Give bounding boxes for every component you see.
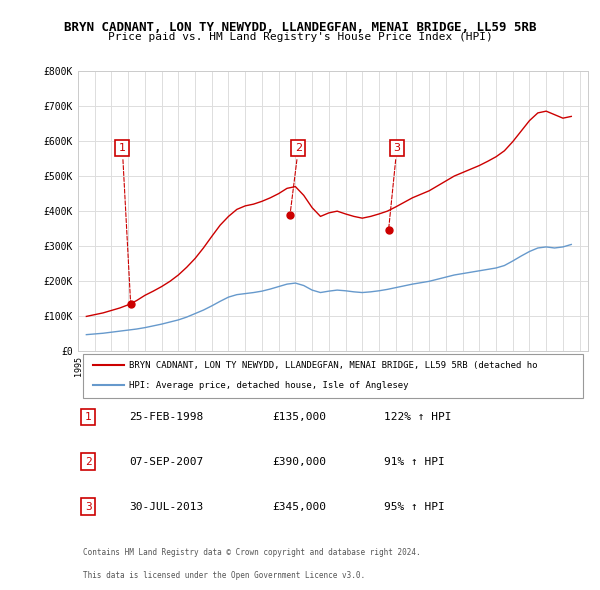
- Text: £135,000: £135,000: [272, 412, 326, 422]
- Text: 2: 2: [290, 143, 302, 212]
- Text: BRYN CADNANT, LON TY NEWYDD, LLANDEGFAN, MENAI BRIDGE, LL59 5RB (detached ho: BRYN CADNANT, LON TY NEWYDD, LLANDEGFAN,…: [129, 360, 538, 369]
- Text: 122% ↑ HPI: 122% ↑ HPI: [384, 412, 452, 422]
- Text: This data is licensed under the Open Government Licence v3.0.: This data is licensed under the Open Gov…: [83, 571, 365, 579]
- Text: Contains HM Land Registry data © Crown copyright and database right 2024.: Contains HM Land Registry data © Crown c…: [83, 548, 421, 557]
- Text: 30-JUL-2013: 30-JUL-2013: [129, 502, 203, 512]
- Text: 07-SEP-2007: 07-SEP-2007: [129, 457, 203, 467]
- Text: 1: 1: [85, 412, 92, 422]
- Text: 1: 1: [119, 143, 131, 301]
- Text: 95% ↑ HPI: 95% ↑ HPI: [384, 502, 445, 512]
- Text: 91% ↑ HPI: 91% ↑ HPI: [384, 457, 445, 467]
- Text: HPI: Average price, detached house, Isle of Anglesey: HPI: Average price, detached house, Isle…: [129, 381, 409, 390]
- Text: 3: 3: [85, 502, 92, 512]
- Text: £345,000: £345,000: [272, 502, 326, 512]
- Text: BRYN CADNANT, LON TY NEWYDD, LLANDEGFAN, MENAI BRIDGE, LL59 5RB: BRYN CADNANT, LON TY NEWYDD, LLANDEGFAN,…: [64, 21, 536, 34]
- Text: Price paid vs. HM Land Registry's House Price Index (HPI): Price paid vs. HM Land Registry's House …: [107, 32, 493, 42]
- FancyBboxPatch shape: [83, 354, 583, 398]
- Text: £390,000: £390,000: [272, 457, 326, 467]
- Text: 2: 2: [85, 457, 92, 467]
- Text: 25-FEB-1998: 25-FEB-1998: [129, 412, 203, 422]
- Text: 3: 3: [389, 143, 400, 228]
